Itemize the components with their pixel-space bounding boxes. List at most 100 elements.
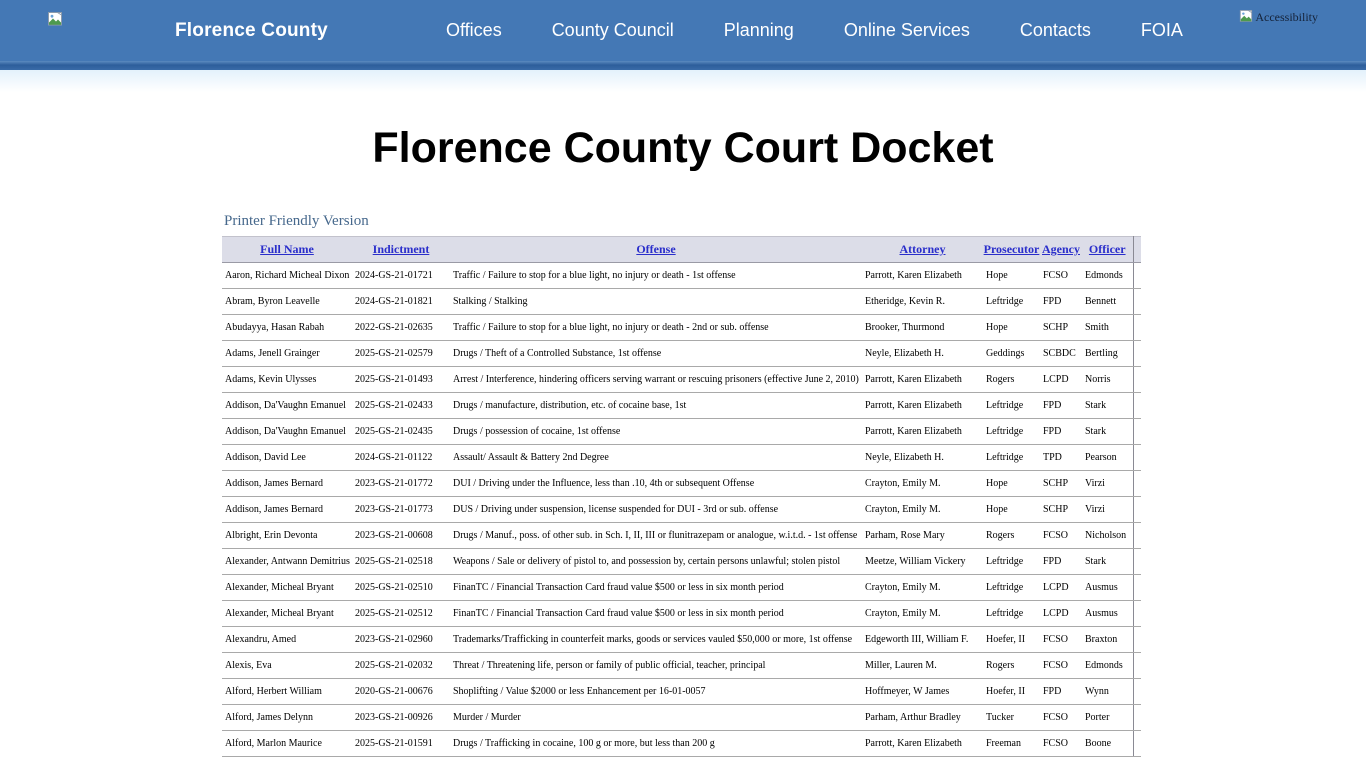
column-header-indictment: Indictment <box>352 236 450 263</box>
table-cell-attorney: Etheridge, Kevin R. <box>862 288 983 315</box>
table-spacer <box>1132 418 1141 445</box>
table-row: Alexandru, Amed 2023-GS-21-02960 Trademark… <box>222 626 1141 653</box>
table-cell-officer: Wynn <box>1082 678 1133 705</box>
column-header-link-indictment[interactable]: Indictment <box>372 242 430 256</box>
table-cell-attorney: Parham, Arthur Bradley <box>862 704 983 731</box>
table-cell-prosecutor: Hope <box>983 262 1040 289</box>
table-spacer <box>1132 470 1141 497</box>
table-cell-offense: DUS / Driving under suspension, license … <box>450 496 862 523</box>
table-row: Alexander, Antwann Demitrius 2025-GS-21-0… <box>222 548 1141 575</box>
printer-friendly-link[interactable]: Printer Friendly Version <box>224 213 369 229</box>
table-row: Alexander, Micheal Bryant 2025-GS-21-0251… <box>222 600 1141 627</box>
table-cell-offense: Assault/ Assault & Battery 2nd Degree <box>450 444 862 471</box>
table-cell-attorney: Parrott, Karen Elizabeth <box>862 730 983 757</box>
table-cell-offense: Stalking / Stalking <box>450 288 862 315</box>
table-cell-prosecutor: Hoefer, II <box>983 626 1040 653</box>
table-cell-prosecutor: Leftridge <box>983 444 1040 471</box>
table-cell-full-name: Alexander, Antwann Demitrius <box>222 548 352 575</box>
table-spacer <box>1132 574 1141 601</box>
table-cell-offense: Weapons / Sale or delivery of pistol to,… <box>450 548 862 575</box>
table-spacer <box>1132 236 1141 263</box>
column-header-link-full-name[interactable]: Full Name <box>260 242 314 256</box>
column-header-attorney: Attorney <box>862 236 983 263</box>
column-header-link-officer[interactable]: Officer <box>1088 242 1126 256</box>
table-cell-agency: FPD <box>1040 288 1082 315</box>
table-cell-full-name: Alexander, Micheal Bryant <box>222 574 352 601</box>
table-cell-indictment: 2025-GS-21-02433 <box>352 392 450 419</box>
accessibility-link[interactable]: Accessibility <box>1239 10 1318 29</box>
table-cell-agency: SCBDC <box>1040 340 1082 367</box>
column-header-officer: Officer <box>1082 236 1133 263</box>
table-spacer <box>1132 548 1141 575</box>
table-cell-full-name: Alford, James Delynn <box>222 704 352 731</box>
table-cell-indictment: 2024-GS-21-01721 <box>352 262 450 289</box>
table-cell-agency: FCSO <box>1040 730 1082 757</box>
table-cell-full-name: Alexis, Eva <box>222 652 352 679</box>
table-cell-prosecutor: Leftridge <box>983 288 1040 315</box>
column-header-link-prosecutor[interactable]: Prosecutor <box>983 242 1040 256</box>
table-cell-offense: Drugs / manufacture, distribution, etc. … <box>450 392 862 419</box>
table-cell-indictment: 2025-GS-21-02435 <box>352 418 450 445</box>
table-cell-full-name: Addison, David Lee <box>222 444 352 471</box>
table-cell-full-name: Aaron, Richard Micheal Dixon <box>222 262 352 289</box>
table-cell-offense: FinanTC / Financial Transaction Card fra… <box>450 574 862 601</box>
column-header-link-offense[interactable]: Offense <box>636 242 676 256</box>
site-brand: Florence County <box>175 19 328 41</box>
page-title: Florence County Court Docket <box>372 124 994 172</box>
table-cell-agency: FCSO <box>1040 626 1082 653</box>
nav-item-online-services[interactable]: Online Services <box>843 20 970 40</box>
table-row: Alford, Herbert William 2020-GS-21-00676 S… <box>222 678 1141 705</box>
table-cell-attorney: Parrott, Karen Elizabeth <box>862 418 983 445</box>
table-cell-officer: Edmonds <box>1082 262 1133 289</box>
nav-item-county-council[interactable]: County Council <box>551 20 674 40</box>
nav-item-planning[interactable]: Planning <box>723 20 794 40</box>
nav-item-offices[interactable]: Offices <box>446 20 502 40</box>
table-cell-indictment: 2024-GS-21-01122 <box>352 444 450 471</box>
table-cell-indictment: 2023-GS-21-01773 <box>352 496 450 523</box>
table-cell-officer: Smith <box>1082 314 1133 341</box>
column-header-link-agency[interactable]: Agency <box>1042 242 1080 256</box>
table-header-row: Full Name Indictment Offense Attorney Prosec… <box>222 236 1141 263</box>
table-cell-attorney: Neyle, Elizabeth H. <box>862 340 983 367</box>
table-cell-indictment: 2023-GS-21-00608 <box>352 522 450 549</box>
table-cell-agency: FPD <box>1040 678 1082 705</box>
table-cell-attorney: Parham, Rose Mary <box>862 522 983 549</box>
column-header-link-attorney[interactable]: Attorney <box>899 242 946 256</box>
table-cell-indictment: 2023-GS-21-01772 <box>352 470 450 497</box>
table-cell-offense: FinanTC / Financial Transaction Card fra… <box>450 600 862 627</box>
table-cell-agency: FCSO <box>1040 522 1082 549</box>
table-cell-agency: FPD <box>1040 548 1082 575</box>
table-cell-attorney: Meetze, William Vickery <box>862 548 983 575</box>
table-cell-attorney: Neyle, Elizabeth H. <box>862 444 983 471</box>
table-cell-officer: Virzi <box>1082 470 1133 497</box>
table-cell-full-name: Addison, James Bernard <box>222 470 352 497</box>
table-spacer <box>1132 626 1141 653</box>
nav-item-contacts[interactable]: Contacts <box>1019 20 1091 40</box>
table-row: Alexander, Micheal Bryant 2025-GS-21-0251… <box>222 574 1141 601</box>
table-cell-officer: Porter <box>1082 704 1133 731</box>
table-spacer <box>1132 678 1141 705</box>
table-cell-full-name: Abudayya, Hasan Rabah <box>222 314 352 341</box>
table-cell-prosecutor: Tucker <box>983 704 1040 731</box>
table-cell-officer: Edmonds <box>1082 652 1133 679</box>
table-cell-full-name: Abram, Byron Leavelle <box>222 288 352 315</box>
table-cell-attorney: Brooker, Thurmond <box>862 314 983 341</box>
table-cell-offense: Arrest / Interference, hindering officer… <box>450 366 862 393</box>
table-cell-indictment: 2022-GS-21-02635 <box>352 314 450 341</box>
column-header-offense: Offense <box>450 236 862 263</box>
table-cell-full-name: Alford, Marlon Maurice <box>222 730 352 757</box>
table-cell-officer: Norris <box>1082 366 1133 393</box>
table-cell-prosecutor: Hoefer, II <box>983 678 1040 705</box>
table-cell-agency: FCSO <box>1040 704 1082 731</box>
table-cell-indictment: 2020-GS-21-00676 <box>352 678 450 705</box>
header-fade <box>0 70 1366 92</box>
table-cell-agency: FCSO <box>1040 262 1082 289</box>
table-cell-full-name: Addison, Da'Vaughn Emanuel <box>222 392 352 419</box>
table-spacer <box>1132 522 1141 549</box>
table-spacer <box>1132 496 1141 523</box>
table-cell-attorney: Hoffmeyer, W James <box>862 678 983 705</box>
nav-item-foia[interactable]: FOIA <box>1140 20 1183 40</box>
table-cell-full-name: Adams, Jenell Grainger <box>222 340 352 367</box>
table-cell-agency: FPD <box>1040 392 1082 419</box>
table-row: Abram, Byron Leavelle 2024-GS-21-01821 Sta… <box>222 288 1141 315</box>
